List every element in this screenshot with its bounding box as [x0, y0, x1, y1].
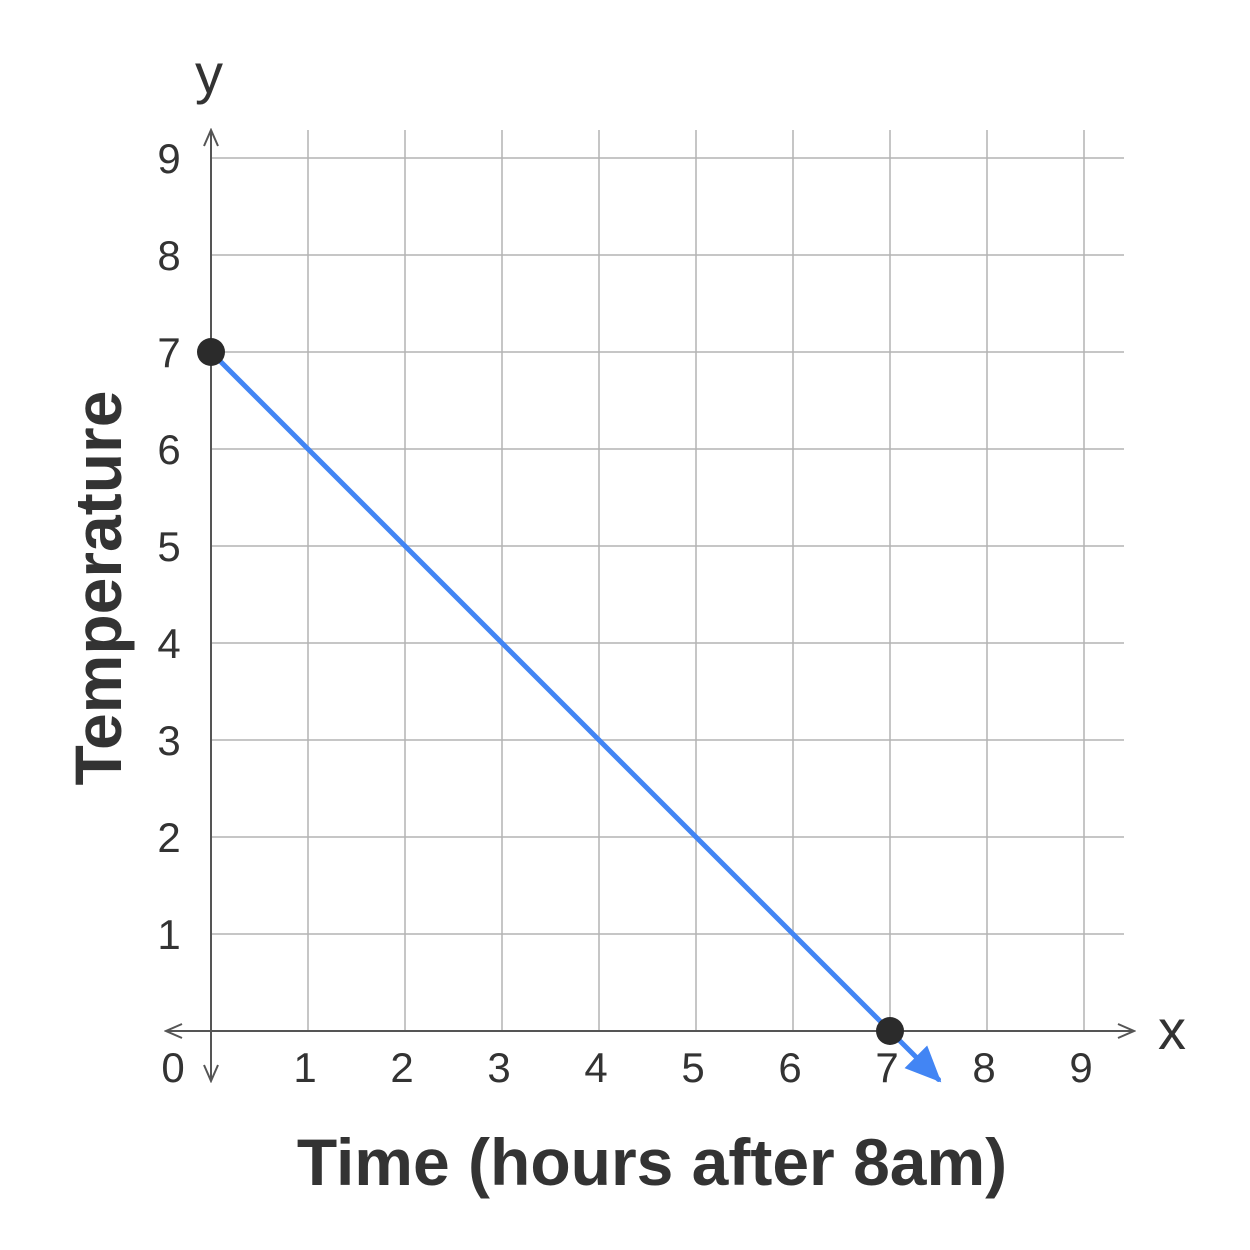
tick-labels: 1 2 3 4 5 6 7 8 9 1 2 3 4 5 6 7 8 9 — [157, 135, 1092, 1091]
y-axis-letter: y — [195, 42, 223, 105]
y-tick-label: 3 — [157, 717, 180, 764]
x-tick-label: 9 — [1069, 1044, 1092, 1091]
series-line — [208, 349, 942, 1083]
y-tick-label: 2 — [157, 814, 180, 861]
x-tick-label: 7 — [875, 1044, 898, 1091]
y-tick-label: 6 — [157, 426, 180, 473]
y-axis-title: Temperature — [61, 391, 135, 786]
x-tick-label: 1 — [293, 1044, 316, 1091]
x-tick-label: 4 — [584, 1044, 607, 1091]
x-tick-label: 6 — [778, 1044, 801, 1091]
x-tick-label: 3 — [487, 1044, 510, 1091]
y-tick-label: 4 — [157, 620, 180, 667]
data-point — [197, 338, 225, 366]
data-point — [876, 1017, 904, 1045]
axes — [166, 130, 1134, 1081]
x-axis-letter: x — [1158, 998, 1186, 1061]
x-tick-label: 2 — [390, 1044, 413, 1091]
y-tick-label: 9 — [157, 135, 180, 182]
points-layer — [197, 338, 904, 1045]
y-tick-label: 7 — [157, 329, 180, 376]
y-tick-label: 5 — [157, 523, 180, 570]
origin-label: 0 — [161, 1044, 184, 1091]
x-tick-label: 8 — [972, 1044, 995, 1091]
y-tick-label: 1 — [157, 911, 180, 958]
x-axis-title: Time (hours after 8am) — [297, 1125, 1007, 1199]
series-layer — [208, 349, 942, 1083]
x-tick-label: 5 — [681, 1044, 704, 1091]
grid — [211, 130, 1124, 1031]
y-tick-label: 8 — [157, 232, 180, 279]
